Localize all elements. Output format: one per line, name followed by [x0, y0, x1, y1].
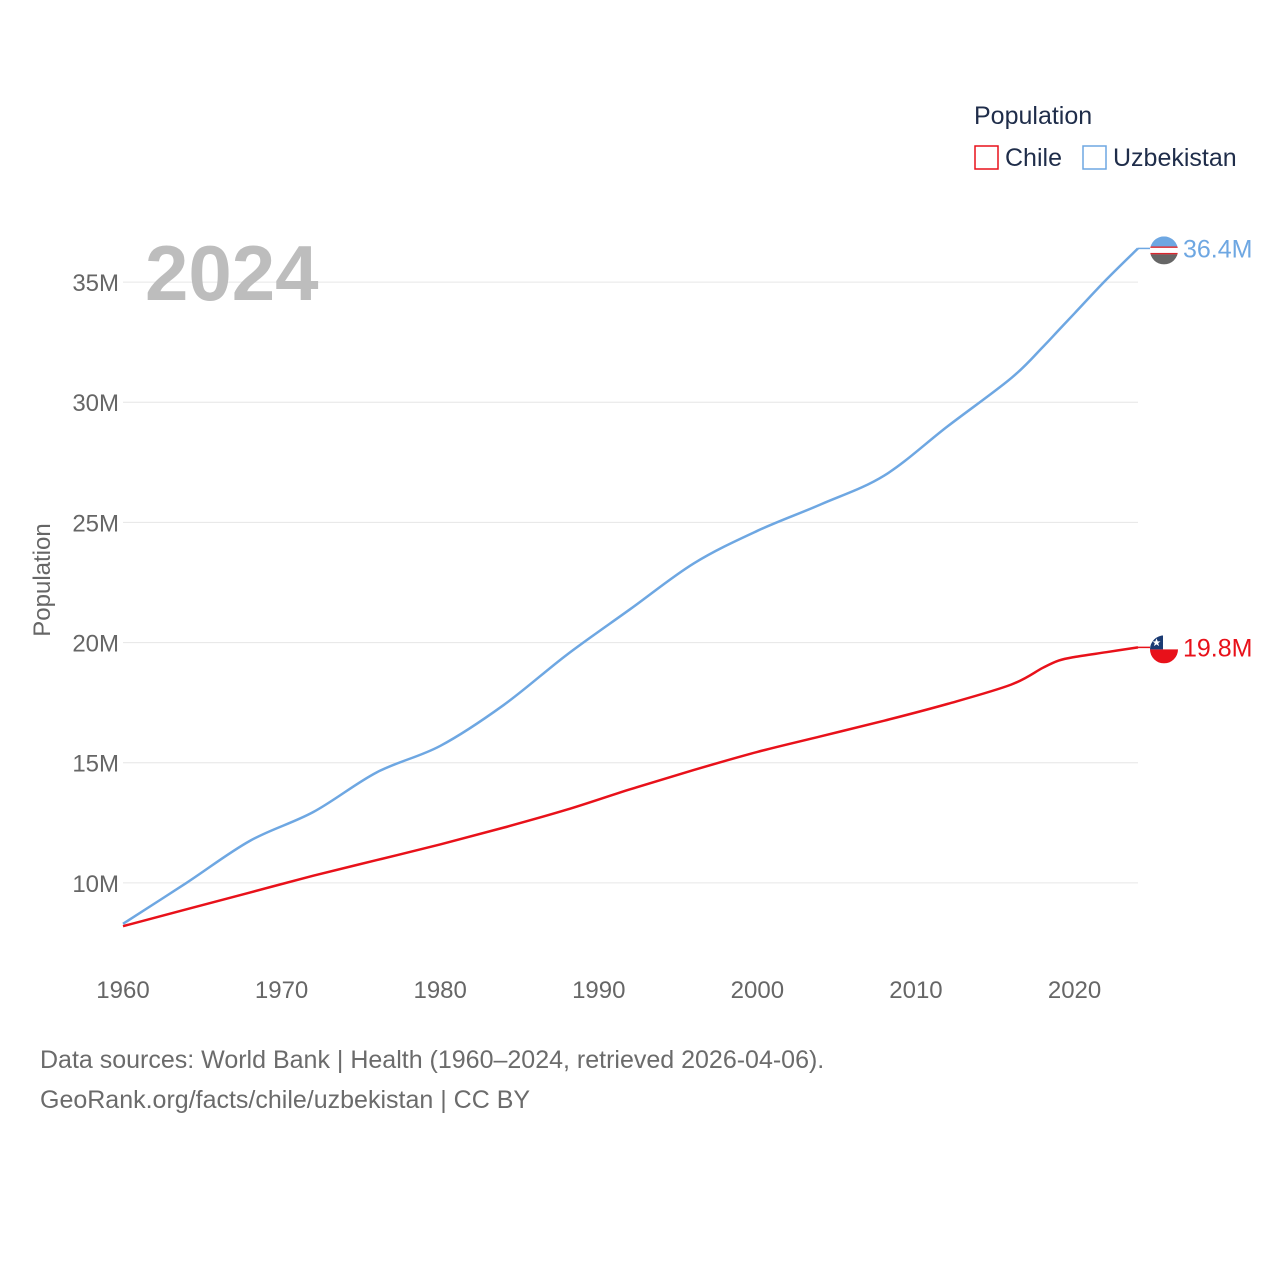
- chile-flag-icon: [1150, 635, 1178, 663]
- legend[interactable]: Population Chile Uzbekistan: [974, 102, 1237, 172]
- gridlines: [123, 282, 1138, 883]
- attribution-line[interactable]: GeoRank.org/facts/chile/uzbekistan | CC …: [40, 1080, 824, 1120]
- legend-title: Population: [974, 102, 1092, 130]
- legend-label: Uzbekistan: [1113, 144, 1237, 172]
- chile-line[interactable]: [123, 647, 1138, 926]
- y-tick-label: 25M: [72, 510, 119, 537]
- y-tick-label: 30M: [72, 390, 119, 417]
- chart-container: 10M 15M 20M 25M 30M 35M 1960 1970 1980 1990 2000 2…: [0, 0, 1280, 1280]
- legend-label: Chile: [1005, 144, 1062, 172]
- x-tick-label: 2020: [1048, 977, 1101, 1004]
- year-label: 2024: [145, 229, 319, 317]
- legend-item-uzbekistan[interactable]: Uzbekistan: [1083, 144, 1237, 172]
- legend-swatch: [975, 146, 998, 169]
- series-lines: [123, 248, 1138, 926]
- x-tick-label: 1990: [572, 977, 625, 1004]
- uzbekistan-line[interactable]: [123, 248, 1138, 923]
- x-tick-label: 2010: [889, 977, 942, 1004]
- y-tick-label: 35M: [72, 270, 119, 297]
- legend-item-chile[interactable]: Chile: [975, 144, 1062, 172]
- y-tick-label: 15M: [72, 751, 119, 778]
- chile-end-value-label: 19.8M: [1183, 634, 1252, 662]
- uzbekistan-flag-icon: [1150, 236, 1178, 264]
- source-line: Data sources: World Bank | Health (1960–…: [40, 1040, 824, 1080]
- x-axis-ticks: 1960 1970 1980 1990 2000 2010 2020: [96, 977, 1101, 1004]
- y-axis-ticks: 10M 15M 20M 25M 30M 35M: [72, 270, 119, 898]
- data-source-footer: Data sources: World Bank | Health (1960–…: [40, 1040, 824, 1120]
- series-end-markers: 19.8M 36.4M: [1138, 235, 1252, 663]
- legend-swatch: [1083, 146, 1106, 169]
- x-tick-label: 1980: [413, 977, 466, 1004]
- x-tick-label: 2000: [731, 977, 784, 1004]
- x-tick-label: 1960: [96, 977, 149, 1004]
- x-tick-label: 1970: [255, 977, 308, 1004]
- y-tick-label: 20M: [72, 631, 119, 658]
- y-axis-label: Population: [29, 523, 56, 636]
- uzbekistan-end-value-label: 36.4M: [1183, 235, 1252, 263]
- y-tick-label: 10M: [72, 871, 119, 898]
